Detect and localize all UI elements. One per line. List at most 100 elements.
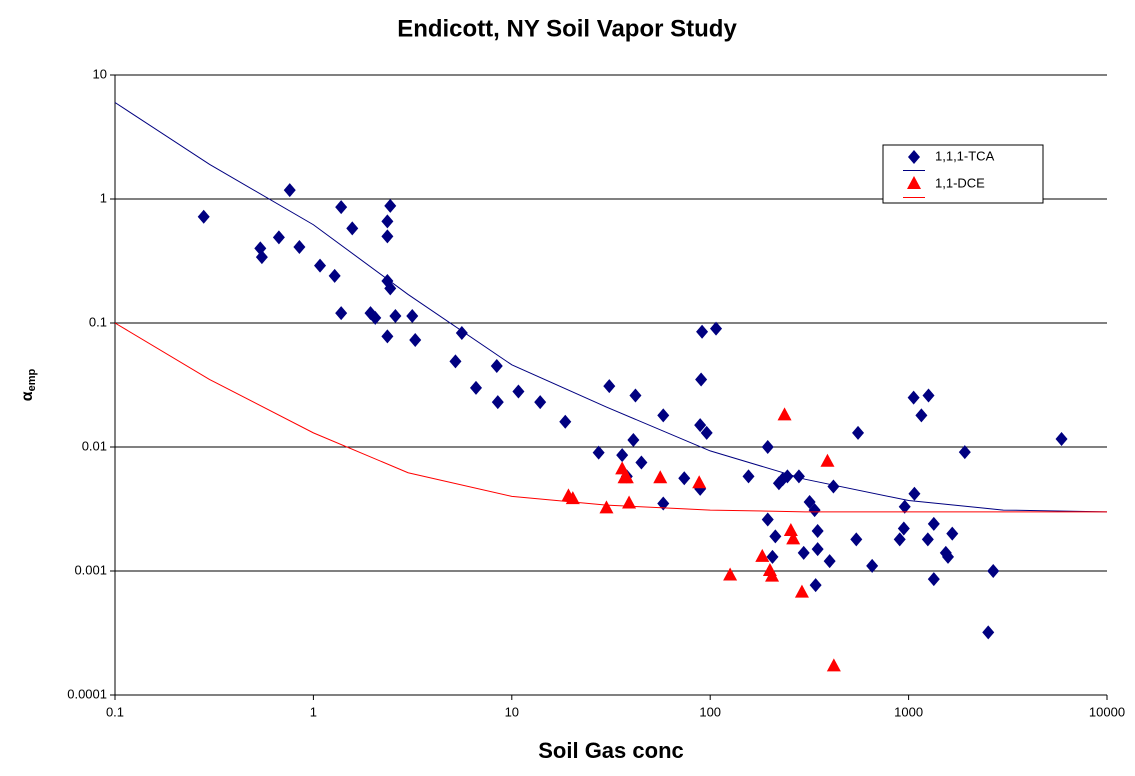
y-label-main: α	[19, 391, 36, 401]
legend-marker	[908, 150, 920, 164]
data-point	[850, 532, 863, 547]
data-point	[491, 395, 504, 410]
data-point	[946, 526, 959, 541]
data-point	[328, 268, 341, 283]
data-point	[777, 407, 792, 421]
data-point	[893, 532, 906, 547]
data-point	[534, 395, 547, 410]
data-point	[197, 209, 210, 224]
data-point	[820, 453, 835, 467]
data-point	[592, 445, 605, 460]
y-tick-label: 10	[93, 66, 107, 81]
data-point	[700, 425, 713, 440]
data-point	[657, 408, 670, 423]
data-point	[369, 310, 382, 325]
legend-label: 1,1-DCE	[935, 175, 985, 190]
data-point	[898, 499, 911, 514]
data-point	[384, 281, 397, 296]
x-tick-label: 10000	[1089, 704, 1125, 719]
x-tick-label: 0.1	[106, 704, 124, 719]
data-point	[293, 240, 306, 255]
data-point	[755, 548, 770, 562]
data-point	[761, 440, 774, 454]
data-point	[897, 521, 910, 536]
data-point	[922, 388, 935, 403]
data-point	[958, 445, 971, 460]
data-point	[915, 408, 928, 423]
data-point	[381, 214, 394, 229]
data-point	[766, 549, 779, 564]
x-axis-label: Soil Gas conc	[538, 738, 684, 763]
data-point	[559, 414, 572, 429]
legend-box	[882, 144, 1044, 204]
data-point	[765, 568, 780, 582]
data-point	[927, 572, 940, 587]
data-point	[490, 359, 503, 374]
data-point	[696, 324, 709, 339]
data-point	[769, 529, 782, 544]
y-tick-label: 0.001	[74, 562, 107, 577]
data-point	[982, 625, 995, 640]
data-point	[335, 306, 348, 321]
data-point	[381, 329, 394, 344]
legend-label: 1,1,1-TCA	[935, 148, 995, 163]
data-point	[826, 658, 841, 672]
data-point	[742, 469, 755, 484]
data-point	[692, 475, 707, 489]
data-point	[809, 578, 822, 593]
data-point	[908, 486, 921, 501]
data-point	[622, 495, 637, 509]
data-point	[449, 354, 462, 369]
data-point	[808, 503, 821, 518]
data-point	[603, 379, 616, 394]
data-point	[695, 372, 708, 387]
data-point	[619, 470, 634, 484]
data-point	[335, 200, 348, 215]
data-point	[811, 542, 824, 557]
data-point	[907, 390, 920, 405]
data-point	[792, 469, 805, 484]
data-point	[761, 512, 774, 527]
y-label-sub: emp	[26, 368, 38, 391]
data-point	[512, 384, 525, 399]
data-point	[797, 545, 810, 560]
data-point	[406, 308, 419, 323]
data-point	[794, 584, 809, 598]
data-point	[783, 523, 798, 537]
data-point	[629, 388, 642, 403]
x-tick-label: 1000	[894, 704, 923, 719]
y-tick-label: 0.0001	[67, 686, 107, 701]
x-tick-label: 100	[699, 704, 721, 719]
data-point	[627, 432, 640, 447]
data-point	[346, 221, 359, 236]
data-point	[653, 470, 668, 484]
data-point	[678, 471, 691, 486]
data-point	[455, 326, 468, 341]
chart-title: Endicott, NY Soil Vapor Study	[397, 15, 737, 42]
data-point	[469, 380, 482, 395]
legend-marker	[907, 176, 921, 189]
data-point	[599, 500, 614, 514]
data-point	[786, 531, 801, 545]
data-point	[723, 567, 738, 581]
data-point	[942, 549, 955, 564]
data-point	[635, 455, 648, 470]
data-point	[389, 308, 402, 323]
data-point	[409, 332, 422, 347]
y-tick-label: 0.1	[89, 314, 107, 329]
data-point	[565, 491, 580, 505]
data-point	[987, 564, 1000, 578]
data-point	[710, 321, 723, 336]
y-axis-label: αemp	[19, 368, 38, 401]
data-point	[384, 198, 397, 213]
data-point	[657, 496, 670, 511]
data-point	[283, 183, 296, 198]
x-tick-label: 1	[310, 704, 317, 719]
data-point	[381, 229, 394, 244]
x-tick-label: 10	[505, 704, 519, 719]
data-point	[852, 425, 865, 440]
data-point	[616, 448, 629, 463]
data-point	[255, 250, 268, 265]
y-tick-label: 1	[100, 190, 107, 205]
